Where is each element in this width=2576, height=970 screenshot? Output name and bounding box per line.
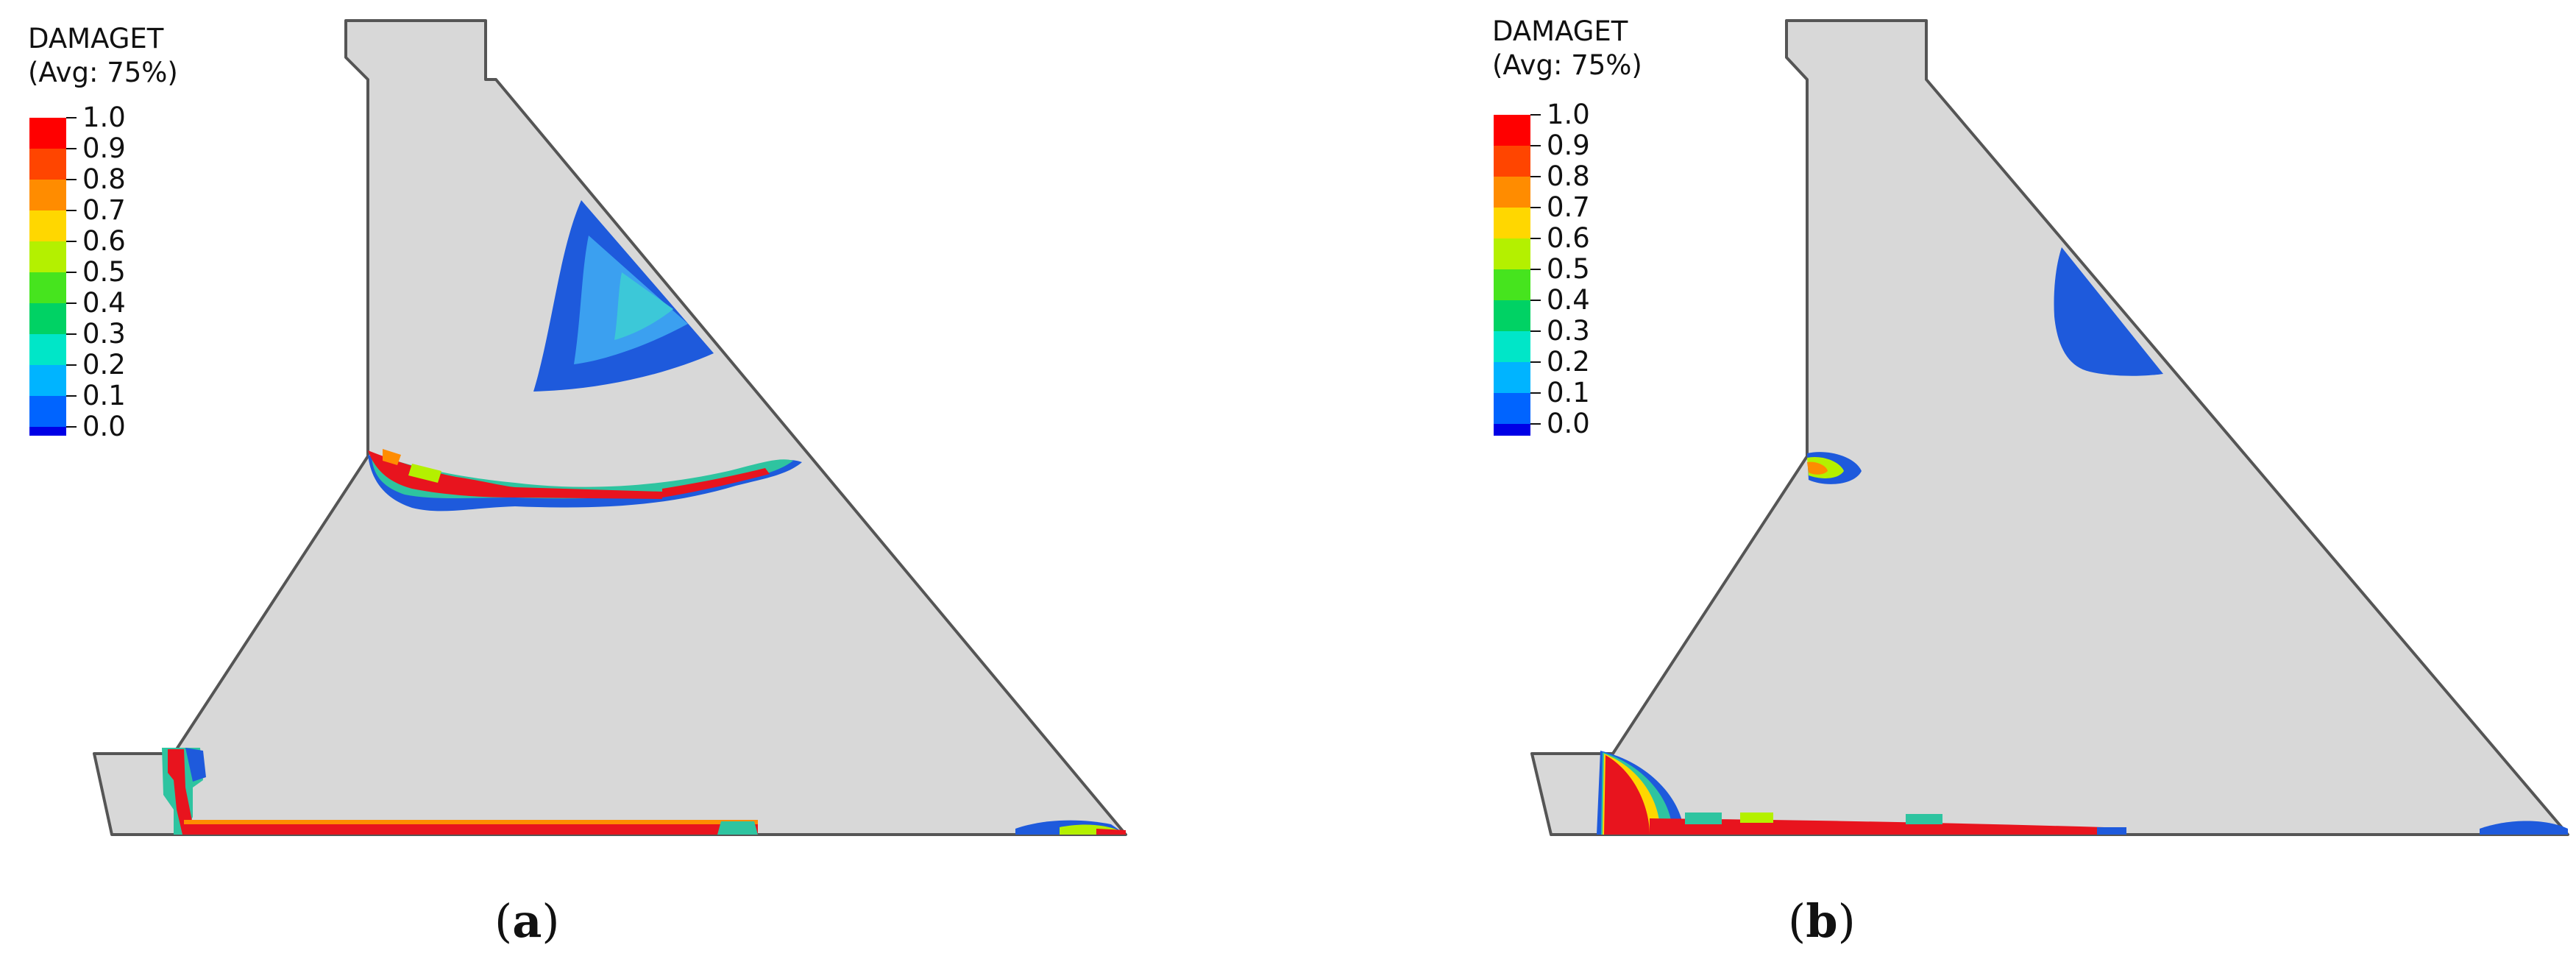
legend-tick-label: 0.4 (82, 287, 126, 319)
legend-colorbar-b: 1.0 0.9 0.8 0.7 0.6 0.5 0.4 0.3 0.2 0.1 … (1494, 99, 1590, 439)
dam-contour-plot-a: 1.0 0.9 0.8 0.7 0.6 0.5 0.4 0.3 0.2 0.1 … (29, 19, 1127, 836)
legend-swatch-0.1 (29, 396, 66, 427)
legend-tick-label: 0.1 (82, 380, 126, 411)
legend-tick-label: 0.7 (82, 194, 126, 226)
legend-colorbar-a: 1.0 0.9 0.8 0.7 0.6 0.5 0.4 0.3 0.2 0.1 … (29, 102, 126, 442)
legend-tick-label: 0.8 (1547, 160, 1590, 192)
legend-tick-label: 0.3 (1547, 315, 1590, 347)
legend-swatch-1.0 (29, 118, 66, 149)
legend-tick-label: 0.5 (82, 256, 126, 288)
legend-variable: DAMAGET (1492, 15, 1628, 47)
legend-variable: DAMAGET (28, 23, 164, 54)
legend-tick-label: 0.0 (82, 411, 126, 442)
legend-tick-label: 0.9 (82, 132, 126, 164)
legend-tick-label: 0.9 (1547, 130, 1590, 161)
legend-tick-label: 0.1 (1547, 377, 1590, 408)
legend-swatch-0.9 (29, 149, 66, 180)
legend-tick-label: 0.6 (82, 225, 126, 257)
damage-zone-heel-b (1597, 751, 1684, 835)
legend-tick-label: 1.0 (1547, 99, 1590, 130)
damage-zone-upper-b (2054, 247, 2163, 376)
legend-swatch-0.6 (29, 241, 66, 272)
caption-b: (b) (1788, 894, 1856, 948)
dam-contour-plot-b: 1.0 0.9 0.8 0.7 0.6 0.5 0.4 0.3 0.2 0.1 … (1494, 19, 2569, 836)
damage-zone-upper-a (533, 200, 714, 392)
legend-tick-label: 0.2 (82, 349, 126, 380)
legend-tick-label: 0.2 (1547, 346, 1590, 378)
damage-spot-upstream-b (1807, 452, 1862, 484)
legend-tick-label: 0.8 (82, 163, 126, 195)
damage-crack-mid-a (368, 449, 802, 511)
legend-swatch-0.7 (29, 210, 66, 241)
caption-a: (a) (494, 894, 560, 948)
legend-swatch-0.0 (29, 427, 66, 436)
legend-tick-label: 0.6 (1547, 222, 1590, 254)
damage-crack-base-b (1650, 813, 2568, 835)
legend-tick-label: 0.0 (1547, 408, 1590, 439)
legend-swatch-0.8 (29, 180, 66, 210)
legend-swatch-0.4 (29, 303, 66, 334)
legend-a: DAMAGET (Avg: 75%) (28, 22, 178, 90)
legend-tick-label: 0.3 (82, 318, 126, 350)
damage-crack-heel-a (162, 748, 206, 835)
panel-b: DAMAGET (Avg: 75%) 1.0 0.9 (1288, 0, 2575, 970)
legend-swatch-0.5 (29, 272, 66, 303)
legend-tick-label: 0.4 (1547, 284, 1590, 316)
legend-averaging: (Avg: 75%) (1492, 49, 1642, 81)
legend-tick-label: 0.5 (1547, 253, 1590, 285)
dam-body-a (93, 19, 1127, 836)
panel-a: DAMAGET (Avg: 75%) 1.0 (28, 19, 1127, 948)
legend-averaging: (Avg: 75%) (28, 57, 178, 88)
legend-b: DAMAGET (Avg: 75%) (1492, 15, 1642, 82)
legend-swatch-0.2 (29, 365, 66, 396)
legend-tick-label: 0.7 (1547, 191, 1590, 223)
damage-crack-base-a (184, 820, 1126, 835)
legend-swatch-0.3 (29, 334, 66, 365)
legend-tick-label: 1.0 (82, 102, 126, 133)
dam-body-b (1530, 19, 2569, 836)
